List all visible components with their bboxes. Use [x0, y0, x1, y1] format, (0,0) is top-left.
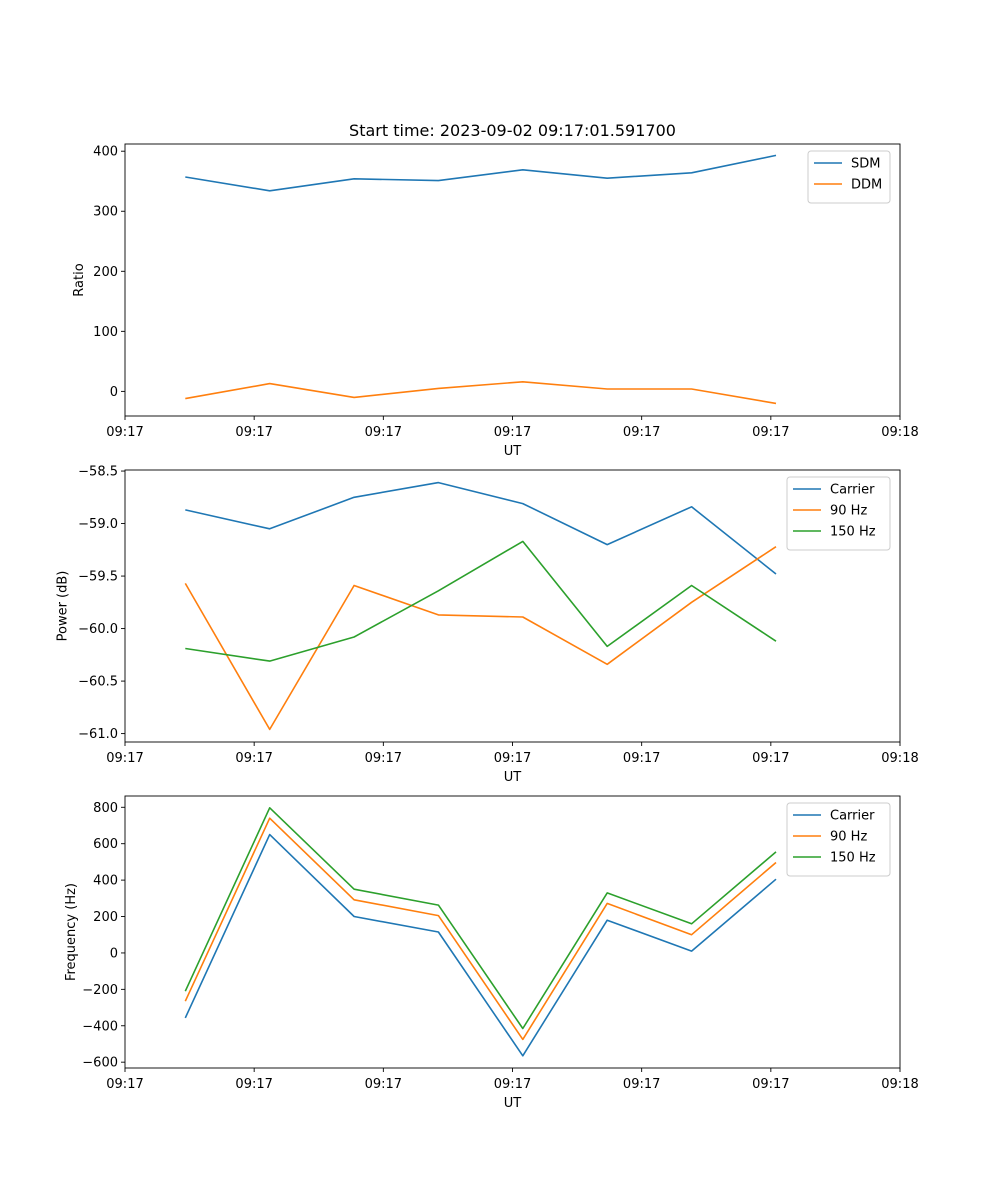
- y-tick-label: 200: [93, 265, 118, 280]
- y-tick-label: 800: [93, 801, 118, 816]
- legend-label: SDM: [851, 157, 880, 172]
- y-tick-label: −400: [82, 1019, 118, 1034]
- y-tick-label: 0: [110, 385, 118, 400]
- legend: Carrier 90 Hz 150 Hz: [786, 802, 891, 877]
- axes-frame: [124, 143, 901, 417]
- x-tick-label: 09:18: [881, 425, 918, 440]
- legend-label: 90 Hz: [830, 830, 867, 845]
- y-axis-label: Ratio: [72, 263, 87, 296]
- y-tick-label: 600: [93, 837, 118, 852]
- legend: Carrier 90 Hz 150 Hz: [786, 476, 891, 551]
- y-tick-label: −58.5: [78, 465, 118, 480]
- legend-label: 150 Hz: [830, 525, 876, 540]
- x-axis-label: UT: [504, 444, 522, 459]
- y-tick-label: 0: [110, 946, 118, 961]
- x-tick-label: 09:17: [235, 425, 272, 440]
- y-tick-label: 400: [93, 145, 118, 160]
- y-tick-label: −60.5: [78, 675, 118, 690]
- series-line-carrier: [185, 481, 777, 575]
- y-tick-label: −600: [82, 1056, 118, 1071]
- y-tick-label: 200: [93, 910, 118, 925]
- x-tick-label: 09:17: [106, 1077, 143, 1092]
- series-line-ddm: [185, 380, 777, 405]
- series-line-90-hz: [184, 546, 777, 731]
- legend-label: Carrier: [830, 483, 875, 498]
- x-tick-label: 09:17: [623, 425, 660, 440]
- x-tick-label: 09:18: [881, 1077, 918, 1092]
- x-tick-label: 09:17: [365, 425, 402, 440]
- x-tick-label: 09:17: [494, 1077, 531, 1092]
- x-tick-label: 09:17: [106, 751, 143, 766]
- x-tick-label: 09:17: [235, 751, 272, 766]
- x-tick-label: 09:18: [881, 751, 918, 766]
- x-tick-label: 09:17: [365, 751, 402, 766]
- legend-label: DDM: [851, 178, 882, 193]
- series-line-sdm: [185, 154, 777, 192]
- x-axis-label: UT: [504, 1096, 522, 1111]
- series-line-150-hz: [185, 540, 777, 662]
- x-tick-label: 09:17: [752, 425, 789, 440]
- x-tick-label: 09:17: [623, 751, 660, 766]
- x-tick-label: 09:17: [752, 751, 789, 766]
- y-tick-label: −61.0: [78, 727, 118, 742]
- y-tick-label: 100: [93, 325, 118, 340]
- x-tick-label: 09:17: [494, 751, 531, 766]
- x-tick-label: 09:17: [752, 1077, 789, 1092]
- subplot-1: Start time: 2023-09-02 09:17:01.591700 09…: [72, 121, 919, 459]
- legend-label: 150 Hz: [830, 851, 876, 866]
- y-tick-label: 400: [93, 874, 118, 889]
- x-tick-label: 09:17: [106, 425, 143, 440]
- x-tick-label: 09:17: [623, 1077, 660, 1092]
- x-tick-label: 09:17: [494, 425, 531, 440]
- legend-label: Carrier: [830, 809, 875, 824]
- series-line-90-hz: [184, 817, 777, 1041]
- y-tick-label: −59.0: [78, 517, 118, 532]
- y-axis-label: Frequency (Hz): [64, 883, 79, 981]
- series-line-carrier: [184, 833, 777, 1057]
- axes-frame: [124, 469, 901, 743]
- subplots: Start time: 2023-09-02 09:17:01.59170009…: [56, 121, 919, 1111]
- y-tick-label: −60.0: [78, 622, 118, 637]
- series-line-150-hz: [184, 806, 777, 1030]
- y-tick-label: 300: [93, 205, 118, 220]
- subplot-2: 09:17 09:17 09:17 09:17 09:17 09:17 09:18 −61.0…: [56, 465, 919, 785]
- legend-box: [807, 150, 891, 204]
- x-axis-label: UT: [504, 770, 522, 785]
- y-axis-label: Power (dB): [56, 571, 71, 642]
- y-tick-label: −200: [82, 983, 118, 998]
- y-tick-label: −59.5: [78, 570, 118, 585]
- legend: SDM DDM: [807, 150, 891, 204]
- axes-frame: [124, 795, 901, 1069]
- legend-label: 90 Hz: [830, 504, 867, 519]
- x-tick-label: 09:17: [235, 1077, 272, 1092]
- chart-title: Start time: 2023-09-02 09:17:01.591700: [349, 121, 676, 140]
- x-tick-label: 09:17: [365, 1077, 402, 1092]
- subplot-3: 09:17 09:17 09:17 09:17 09:17 09:17 09:18 −600 −…: [64, 795, 919, 1111]
